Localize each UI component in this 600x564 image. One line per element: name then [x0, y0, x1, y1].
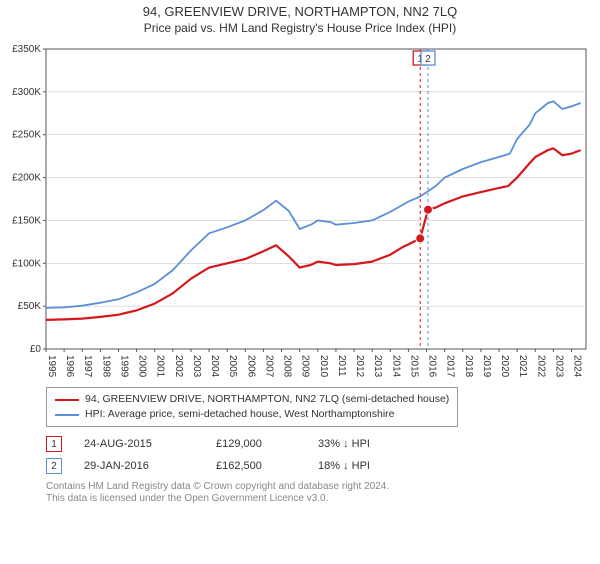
chart-container: £0 £50K £100K £150K £200K £250K £300K £350K 1995…: [0, 41, 600, 381]
transaction-delta: 18% ↓ HPI: [318, 460, 370, 472]
transaction-price: £129,000: [216, 438, 296, 450]
svg-text:2017: 2017: [445, 355, 456, 378]
svg-text:2004: 2004: [209, 355, 220, 378]
svg-text:1996: 1996: [64, 355, 75, 378]
svg-text:2021: 2021: [517, 355, 528, 378]
svg-text:1999: 1999: [118, 355, 129, 378]
svg-text:2014: 2014: [390, 355, 401, 378]
transaction-row: 1 24-AUG-2015 £129,000 33% ↓ HPI: [46, 433, 592, 455]
svg-text:£100K: £100K: [12, 258, 41, 269]
transaction-row: 2 29-JAN-2016 £162,500 18% ↓ HPI: [46, 455, 592, 477]
svg-text:1995: 1995: [46, 355, 57, 378]
chart-title: 94, GREENVIEW DRIVE, NORTHAMPTON, NN2 7L…: [0, 4, 600, 19]
svg-text:2023: 2023: [553, 355, 564, 378]
svg-text:2009: 2009: [300, 355, 311, 378]
svg-text:1997: 1997: [82, 355, 93, 378]
svg-text:£0: £0: [30, 344, 42, 355]
footer-line: This data is licensed under the Open Gov…: [46, 493, 592, 505]
svg-text:2018: 2018: [463, 355, 474, 378]
svg-text:2012: 2012: [354, 355, 365, 378]
svg-text:2006: 2006: [245, 355, 256, 378]
svg-text:2024: 2024: [572, 355, 583, 378]
svg-text:2011: 2011: [336, 355, 347, 377]
svg-text:1998: 1998: [100, 355, 111, 378]
svg-text:2008: 2008: [282, 355, 293, 378]
svg-text:2007: 2007: [263, 355, 274, 378]
legend-swatch: [55, 414, 79, 416]
svg-text:2022: 2022: [535, 355, 546, 378]
chart-subtitle: Price paid vs. HM Land Registry's House …: [0, 21, 600, 35]
svg-text:2019: 2019: [481, 355, 492, 378]
svg-text:£250K: £250K: [12, 130, 41, 141]
svg-text:£200K: £200K: [12, 173, 41, 184]
svg-text:2000: 2000: [137, 355, 148, 378]
transaction-marker: 1: [46, 436, 62, 452]
svg-text:2001: 2001: [155, 355, 166, 378]
footer-line: Contains HM Land Registry data © Crown c…: [46, 481, 592, 493]
legend-label: 94, GREENVIEW DRIVE, NORTHAMPTON, NN2 7L…: [85, 392, 449, 407]
legend-item: HPI: Average price, semi-detached house,…: [55, 407, 449, 422]
legend-swatch: [55, 399, 79, 401]
svg-text:2013: 2013: [372, 355, 383, 378]
transaction-delta: 33% ↓ HPI: [318, 438, 370, 450]
legend-item: 94, GREENVIEW DRIVE, NORTHAMPTON, NN2 7L…: [55, 392, 449, 407]
svg-text:2: 2: [425, 54, 431, 65]
svg-text:2020: 2020: [499, 355, 510, 378]
transaction-price: £162,500: [216, 460, 296, 472]
svg-text:2003: 2003: [191, 355, 202, 378]
line-chart: £0 £50K £100K £150K £200K £250K £300K £350K 1995…: [0, 41, 600, 381]
svg-text:£350K: £350K: [12, 44, 41, 55]
svg-text:£150K: £150K: [12, 215, 41, 226]
svg-text:£50K: £50K: [18, 301, 42, 312]
transaction-table: 1 24-AUG-2015 £129,000 33% ↓ HPI 2 29-JAN-201…: [46, 433, 592, 477]
transaction-marker: 2: [46, 458, 62, 474]
transaction-date: 29-JAN-2016: [84, 460, 194, 472]
svg-text:2005: 2005: [227, 355, 238, 378]
svg-text:2015: 2015: [408, 355, 419, 378]
svg-text:2002: 2002: [173, 355, 184, 378]
svg-text:2016: 2016: [427, 355, 438, 378]
svg-text:2010: 2010: [318, 355, 329, 378]
footer-attribution: Contains HM Land Registry data © Crown c…: [46, 481, 592, 505]
legend: 94, GREENVIEW DRIVE, NORTHAMPTON, NN2 7L…: [46, 387, 458, 427]
transaction-date: 24-AUG-2015: [84, 438, 194, 450]
legend-label: HPI: Average price, semi-detached house,…: [85, 407, 395, 422]
svg-text:£300K: £300K: [12, 87, 41, 98]
